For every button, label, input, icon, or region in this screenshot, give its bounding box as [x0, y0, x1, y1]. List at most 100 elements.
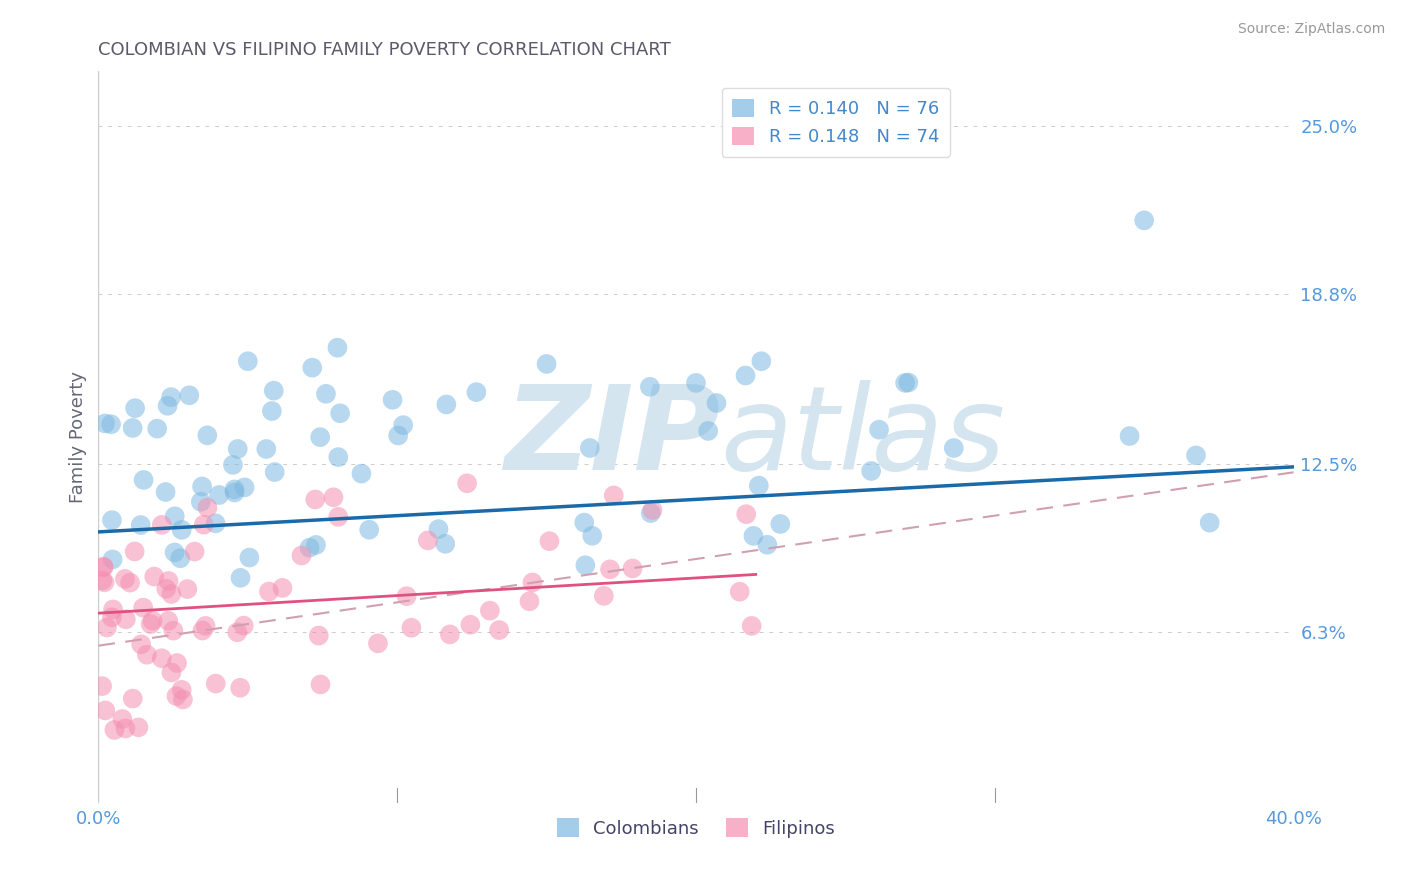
- Point: [120, 575, 142, 590]
- Point: [121, 691, 143, 706]
- Point: [91, 679, 114, 693]
- Point: [592, 589, 614, 603]
- Point: [156, 399, 179, 413]
- Point: [142, 614, 165, 628]
- Point: [579, 441, 602, 455]
- Point: [749, 354, 772, 368]
- Point: [536, 357, 558, 371]
- Point: [101, 610, 124, 624]
- Point: [129, 637, 152, 651]
- Point: [392, 418, 415, 433]
- Point: [257, 584, 280, 599]
- Text: atlas: atlas: [720, 380, 1005, 494]
- Point: [309, 430, 332, 444]
- Point: [127, 720, 149, 734]
- Point: [741, 619, 763, 633]
- Point: [305, 538, 328, 552]
- Point: [157, 574, 180, 588]
- Point: [163, 545, 186, 559]
- Point: [124, 401, 146, 416]
- Point: [328, 509, 350, 524]
- Point: [522, 575, 544, 590]
- Text: ZIP: ZIP: [503, 380, 720, 494]
- Point: [697, 424, 720, 438]
- Point: [155, 485, 177, 500]
- Point: [308, 629, 330, 643]
- Point: [190, 495, 212, 509]
- Point: [260, 404, 283, 418]
- Point: [166, 689, 188, 703]
- Point: [290, 549, 312, 563]
- Point: [162, 624, 184, 638]
- Point: [155, 582, 177, 596]
- Point: [271, 581, 294, 595]
- Point: [101, 513, 124, 527]
- Point: [93, 560, 115, 574]
- Point: [139, 617, 162, 632]
- Point: [160, 665, 183, 680]
- Point: [748, 478, 770, 492]
- Text: COLOMBIAN VS FILIPINO FAMILY POVERTY CORRELATION CHART: COLOMBIAN VS FILIPINO FAMILY POVERTY COR…: [98, 41, 671, 59]
- Point: [179, 388, 201, 402]
- Point: [226, 625, 249, 640]
- Point: [263, 465, 285, 479]
- Point: [401, 621, 423, 635]
- Point: [263, 384, 285, 398]
- Point: [163, 509, 186, 524]
- Point: [519, 594, 541, 608]
- Point: [309, 677, 332, 691]
- Point: [204, 676, 226, 690]
- Point: [238, 550, 260, 565]
- Point: [114, 612, 136, 626]
- Point: [326, 341, 349, 355]
- Point: [603, 488, 626, 502]
- Point: [465, 385, 488, 400]
- Point: [328, 450, 350, 464]
- Point: [124, 544, 146, 558]
- Point: [169, 551, 191, 566]
- Y-axis label: Family Poverty: Family Poverty: [69, 371, 87, 503]
- Point: [434, 537, 457, 551]
- Point: [641, 503, 664, 517]
- Point: [942, 441, 965, 455]
- Point: [91, 574, 114, 588]
- Point: [1198, 516, 1220, 530]
- Point: [860, 464, 883, 478]
- Point: [756, 538, 779, 552]
- Point: [101, 552, 124, 566]
- Point: [434, 397, 457, 411]
- Point: [103, 723, 125, 737]
- Point: [640, 506, 662, 520]
- Point: [581, 529, 603, 543]
- Point: [897, 376, 920, 390]
- Point: [94, 703, 117, 717]
- Point: [191, 479, 214, 493]
- Point: [160, 587, 183, 601]
- Point: [329, 406, 352, 420]
- Point: [350, 467, 373, 481]
- Point: [232, 618, 254, 632]
- Point: [574, 558, 596, 573]
- Point: [172, 692, 194, 706]
- Point: [735, 507, 758, 521]
- Point: [170, 682, 193, 697]
- Point: [894, 376, 917, 390]
- Point: [706, 396, 728, 410]
- Point: [621, 561, 644, 575]
- Point: [170, 523, 193, 537]
- Point: [599, 562, 621, 576]
- Point: [132, 600, 155, 615]
- Point: [395, 589, 418, 603]
- Point: [367, 636, 389, 650]
- Legend: Colombians, Filipinos: Colombians, Filipinos: [550, 811, 842, 845]
- Point: [742, 529, 765, 543]
- Point: [193, 517, 215, 532]
- Point: [456, 476, 478, 491]
- Point: [114, 572, 136, 586]
- Point: [381, 392, 404, 407]
- Point: [734, 368, 756, 383]
- Point: [176, 582, 198, 596]
- Point: [150, 651, 173, 665]
- Point: [204, 516, 226, 531]
- Point: [93, 559, 115, 574]
